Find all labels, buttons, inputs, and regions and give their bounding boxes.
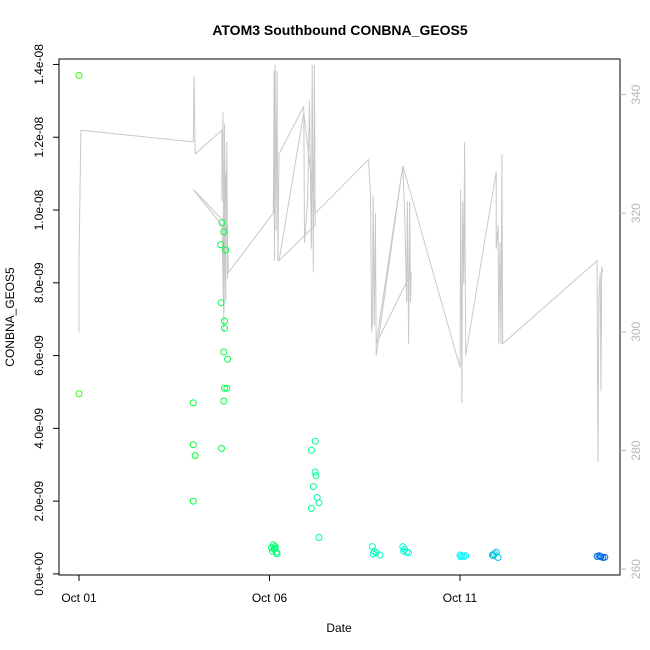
data-point <box>376 551 384 559</box>
data-point <box>596 552 604 560</box>
y-axis-label: CONBNA_GEOS5 <box>3 267 17 367</box>
data-point <box>218 444 225 452</box>
y-tick-label: 8.0e-09 <box>32 262 46 303</box>
chart-title: ATOM3 Southbound CONBNA_GEOS5 <box>212 22 468 38</box>
data-point <box>189 399 197 407</box>
y2-tick-label: 340 <box>629 84 643 104</box>
x-axis: Oct 01 Oct 06 Oct 11 <box>61 575 478 605</box>
y2-tick-label: 260 <box>629 559 643 579</box>
y-tick-label: 2.0e-09 <box>32 480 46 521</box>
x-tick-label: Oct 01 <box>61 591 97 605</box>
data-point <box>221 384 228 392</box>
data-point <box>189 441 197 449</box>
x-tick-label: Oct 11 <box>443 591 478 605</box>
data-point <box>490 552 497 560</box>
y2-tick-label: 280 <box>629 440 643 460</box>
data-point <box>222 246 230 254</box>
data-point <box>369 550 377 558</box>
data-point <box>223 384 231 392</box>
y-axis: 0.0e+00 2.0e-09 4.0e-09 6.0e-09 8.0e-09 1.0e-… <box>32 44 59 596</box>
data-point <box>372 549 380 557</box>
x-tick-label: Oct 06 <box>252 591 288 605</box>
y-tick-label: 0.0e+00 <box>32 552 46 596</box>
y2-axis: 260 280 300 320 340 <box>620 84 643 579</box>
y-tick-label: 4.0e-09 <box>32 408 46 449</box>
data-point <box>271 544 279 552</box>
scatter-series <box>75 71 609 561</box>
data-point <box>312 472 320 480</box>
data-point <box>217 299 225 307</box>
data-point <box>75 71 83 79</box>
data-point <box>218 219 226 227</box>
data-point <box>220 228 228 236</box>
data-point <box>309 483 317 491</box>
data-point <box>75 390 83 398</box>
data-point <box>315 534 323 541</box>
data-point <box>307 504 315 512</box>
data-point <box>368 543 376 551</box>
data-point <box>191 452 199 460</box>
data-point <box>221 317 228 325</box>
series-line <box>78 64 604 463</box>
data-point <box>307 446 315 454</box>
data-point <box>405 549 413 557</box>
data-point <box>220 348 228 356</box>
data-point <box>457 553 465 561</box>
data-point <box>311 468 319 476</box>
data-point <box>217 241 225 249</box>
y2-tick-label: 320 <box>629 203 643 223</box>
data-point <box>601 553 609 561</box>
secondary-line-series <box>78 64 604 463</box>
data-point <box>221 324 228 332</box>
data-point <box>311 437 319 445</box>
y-tick-label: 6.0e-09 <box>32 335 46 376</box>
plot-frame <box>58 58 621 576</box>
y-tick-label: 1.0e-08 <box>32 189 46 230</box>
y2-tick-label: 300 <box>629 321 643 341</box>
data-point <box>462 552 470 560</box>
data-point <box>400 547 408 555</box>
data-point <box>220 397 228 405</box>
x-axis-label: Date <box>326 621 352 635</box>
data-point <box>224 355 232 363</box>
y-tick-label: 1.2e-08 <box>32 117 46 158</box>
y-tick-label: 1.4e-08 <box>32 44 46 85</box>
data-point <box>189 497 197 505</box>
data-point <box>494 554 502 561</box>
data-point <box>315 499 323 507</box>
